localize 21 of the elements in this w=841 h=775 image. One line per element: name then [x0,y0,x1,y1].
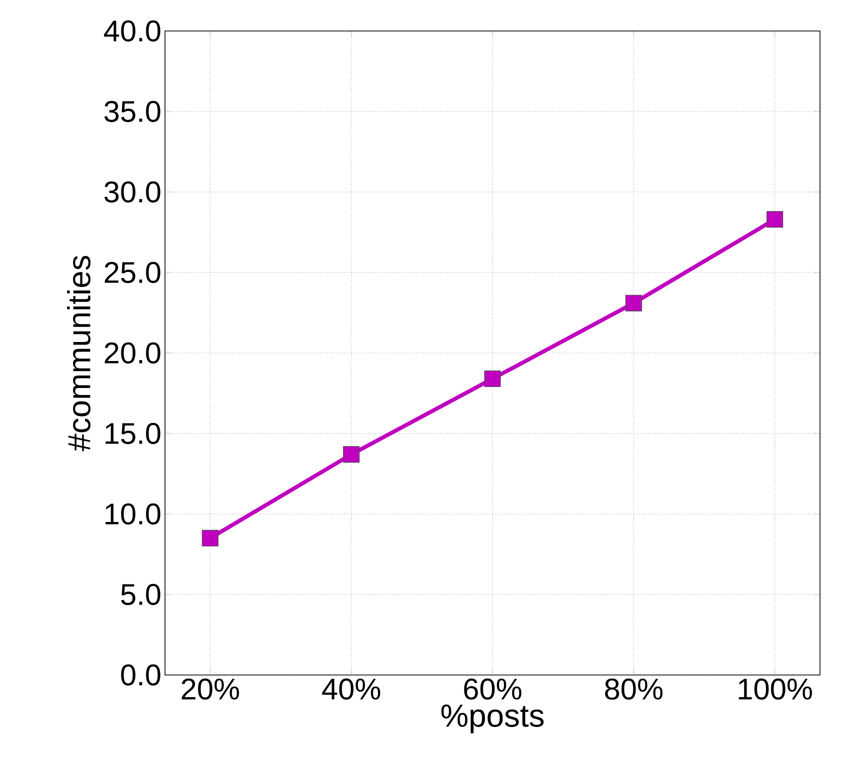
y-tick-label: 25.0 [104,262,160,284]
point [202,530,218,546]
x-tick-label: 80% [605,678,663,700]
point [343,446,360,463]
x-tick-label: 40% [322,678,380,700]
y-tick-label: 20.0 [104,342,160,364]
point [484,370,501,388]
y-tick-label: 35.0 [104,100,160,122]
x-tick-label: 20% [182,678,240,700]
y-axis-title: #communities [67,256,90,452]
x-tick-label: 100% [738,678,812,700]
x-tick-label: 60% [464,678,522,700]
point [625,294,642,312]
y-tick-label: 40.0 [104,20,160,42]
x-axis-title: %posts [441,704,544,734]
y-tick-label: 0.0 [121,664,160,686]
y-tick-label: 15.0 [106,422,160,444]
y-tick-label: 30.0 [104,181,160,203]
point [766,211,784,228]
y-tick-label: 5.0 [121,584,160,606]
y-tick-label: 10.0 [106,503,160,525]
